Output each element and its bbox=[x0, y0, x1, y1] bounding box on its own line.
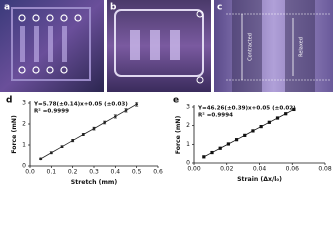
point bbox=[259, 125, 263, 129]
x-axis-label: Strain (Δx/l₀) bbox=[237, 176, 282, 183]
photo-a bbox=[0, 0, 104, 92]
photo-annotation: Contracted bbox=[248, 33, 254, 61]
panel-label: b bbox=[110, 3, 117, 13]
panel-label: e bbox=[173, 96, 179, 106]
point bbox=[292, 107, 296, 112]
point bbox=[251, 129, 255, 133]
fit-line bbox=[40, 103, 137, 160]
y-tick-label: 2 bbox=[186, 122, 190, 129]
point bbox=[218, 146, 222, 150]
photo-b bbox=[107, 0, 211, 92]
annotation: R² =0.9999 bbox=[34, 108, 69, 115]
point bbox=[39, 157, 42, 161]
x-tick-label: 0.02 bbox=[220, 166, 234, 173]
y-tick-label: 3 bbox=[22, 100, 26, 107]
figure: Contracted Relaxed a b c d e 0.0 0.1 0.2 0.… bbox=[0, 0, 333, 186]
point bbox=[103, 121, 106, 124]
x-tick-label: 0.6 bbox=[153, 169, 163, 176]
point bbox=[284, 112, 288, 116]
annotation: Y=46.26(±0.39)x+0.05 (±0.02) bbox=[197, 106, 296, 112]
point bbox=[226, 142, 230, 146]
point bbox=[202, 155, 206, 159]
point bbox=[124, 109, 128, 112]
y-tick-label: 0 bbox=[186, 160, 190, 167]
point bbox=[267, 120, 271, 124]
panel-label: c bbox=[217, 3, 222, 13]
panel-label: d bbox=[6, 96, 12, 106]
y-tick-label: 2 bbox=[22, 121, 26, 128]
point bbox=[234, 138, 239, 142]
x-tick-label: 0.00 bbox=[187, 166, 201, 173]
point bbox=[50, 151, 53, 155]
x-tick-label: 0.5 bbox=[132, 169, 142, 176]
x-tick-label: 0.04 bbox=[253, 166, 267, 173]
y-tick-label: 3 bbox=[186, 104, 190, 111]
x-axis-label: Stretch (mm) bbox=[71, 179, 118, 186]
point bbox=[60, 145, 64, 148]
point bbox=[92, 127, 96, 130]
y-axis-label: Force (mN) bbox=[11, 115, 18, 154]
point bbox=[275, 116, 280, 120]
photo-c bbox=[214, 0, 333, 92]
annotation: R² =0.9994 bbox=[198, 112, 233, 119]
x-tick-label: 0.4 bbox=[111, 169, 121, 176]
point bbox=[71, 139, 74, 142]
point bbox=[114, 115, 117, 118]
y-tick-label: 0 bbox=[22, 163, 26, 170]
x-tick-label: 0.0 bbox=[25, 169, 35, 176]
x-tick-label: 0.1 bbox=[47, 169, 57, 176]
y-tick-label: 1 bbox=[22, 142, 26, 149]
point bbox=[82, 133, 85, 136]
y-axis-label: Force (mN) bbox=[175, 116, 182, 155]
x-tick-label: 0.08 bbox=[318, 166, 332, 173]
x-tick-label: 0.06 bbox=[286, 166, 300, 173]
photo-annotation: Relaxed bbox=[299, 37, 305, 57]
x-tick-label: 0.3 bbox=[89, 169, 99, 176]
x-tick-label: 0.2 bbox=[68, 169, 78, 176]
point bbox=[135, 102, 138, 106]
point bbox=[243, 133, 247, 137]
annotation: Y=5.78(±0.14)x+0.05 (±0.03) bbox=[33, 102, 128, 108]
point bbox=[210, 150, 214, 155]
y-tick-label: 1 bbox=[186, 141, 190, 148]
panel-label: a bbox=[4, 3, 10, 13]
